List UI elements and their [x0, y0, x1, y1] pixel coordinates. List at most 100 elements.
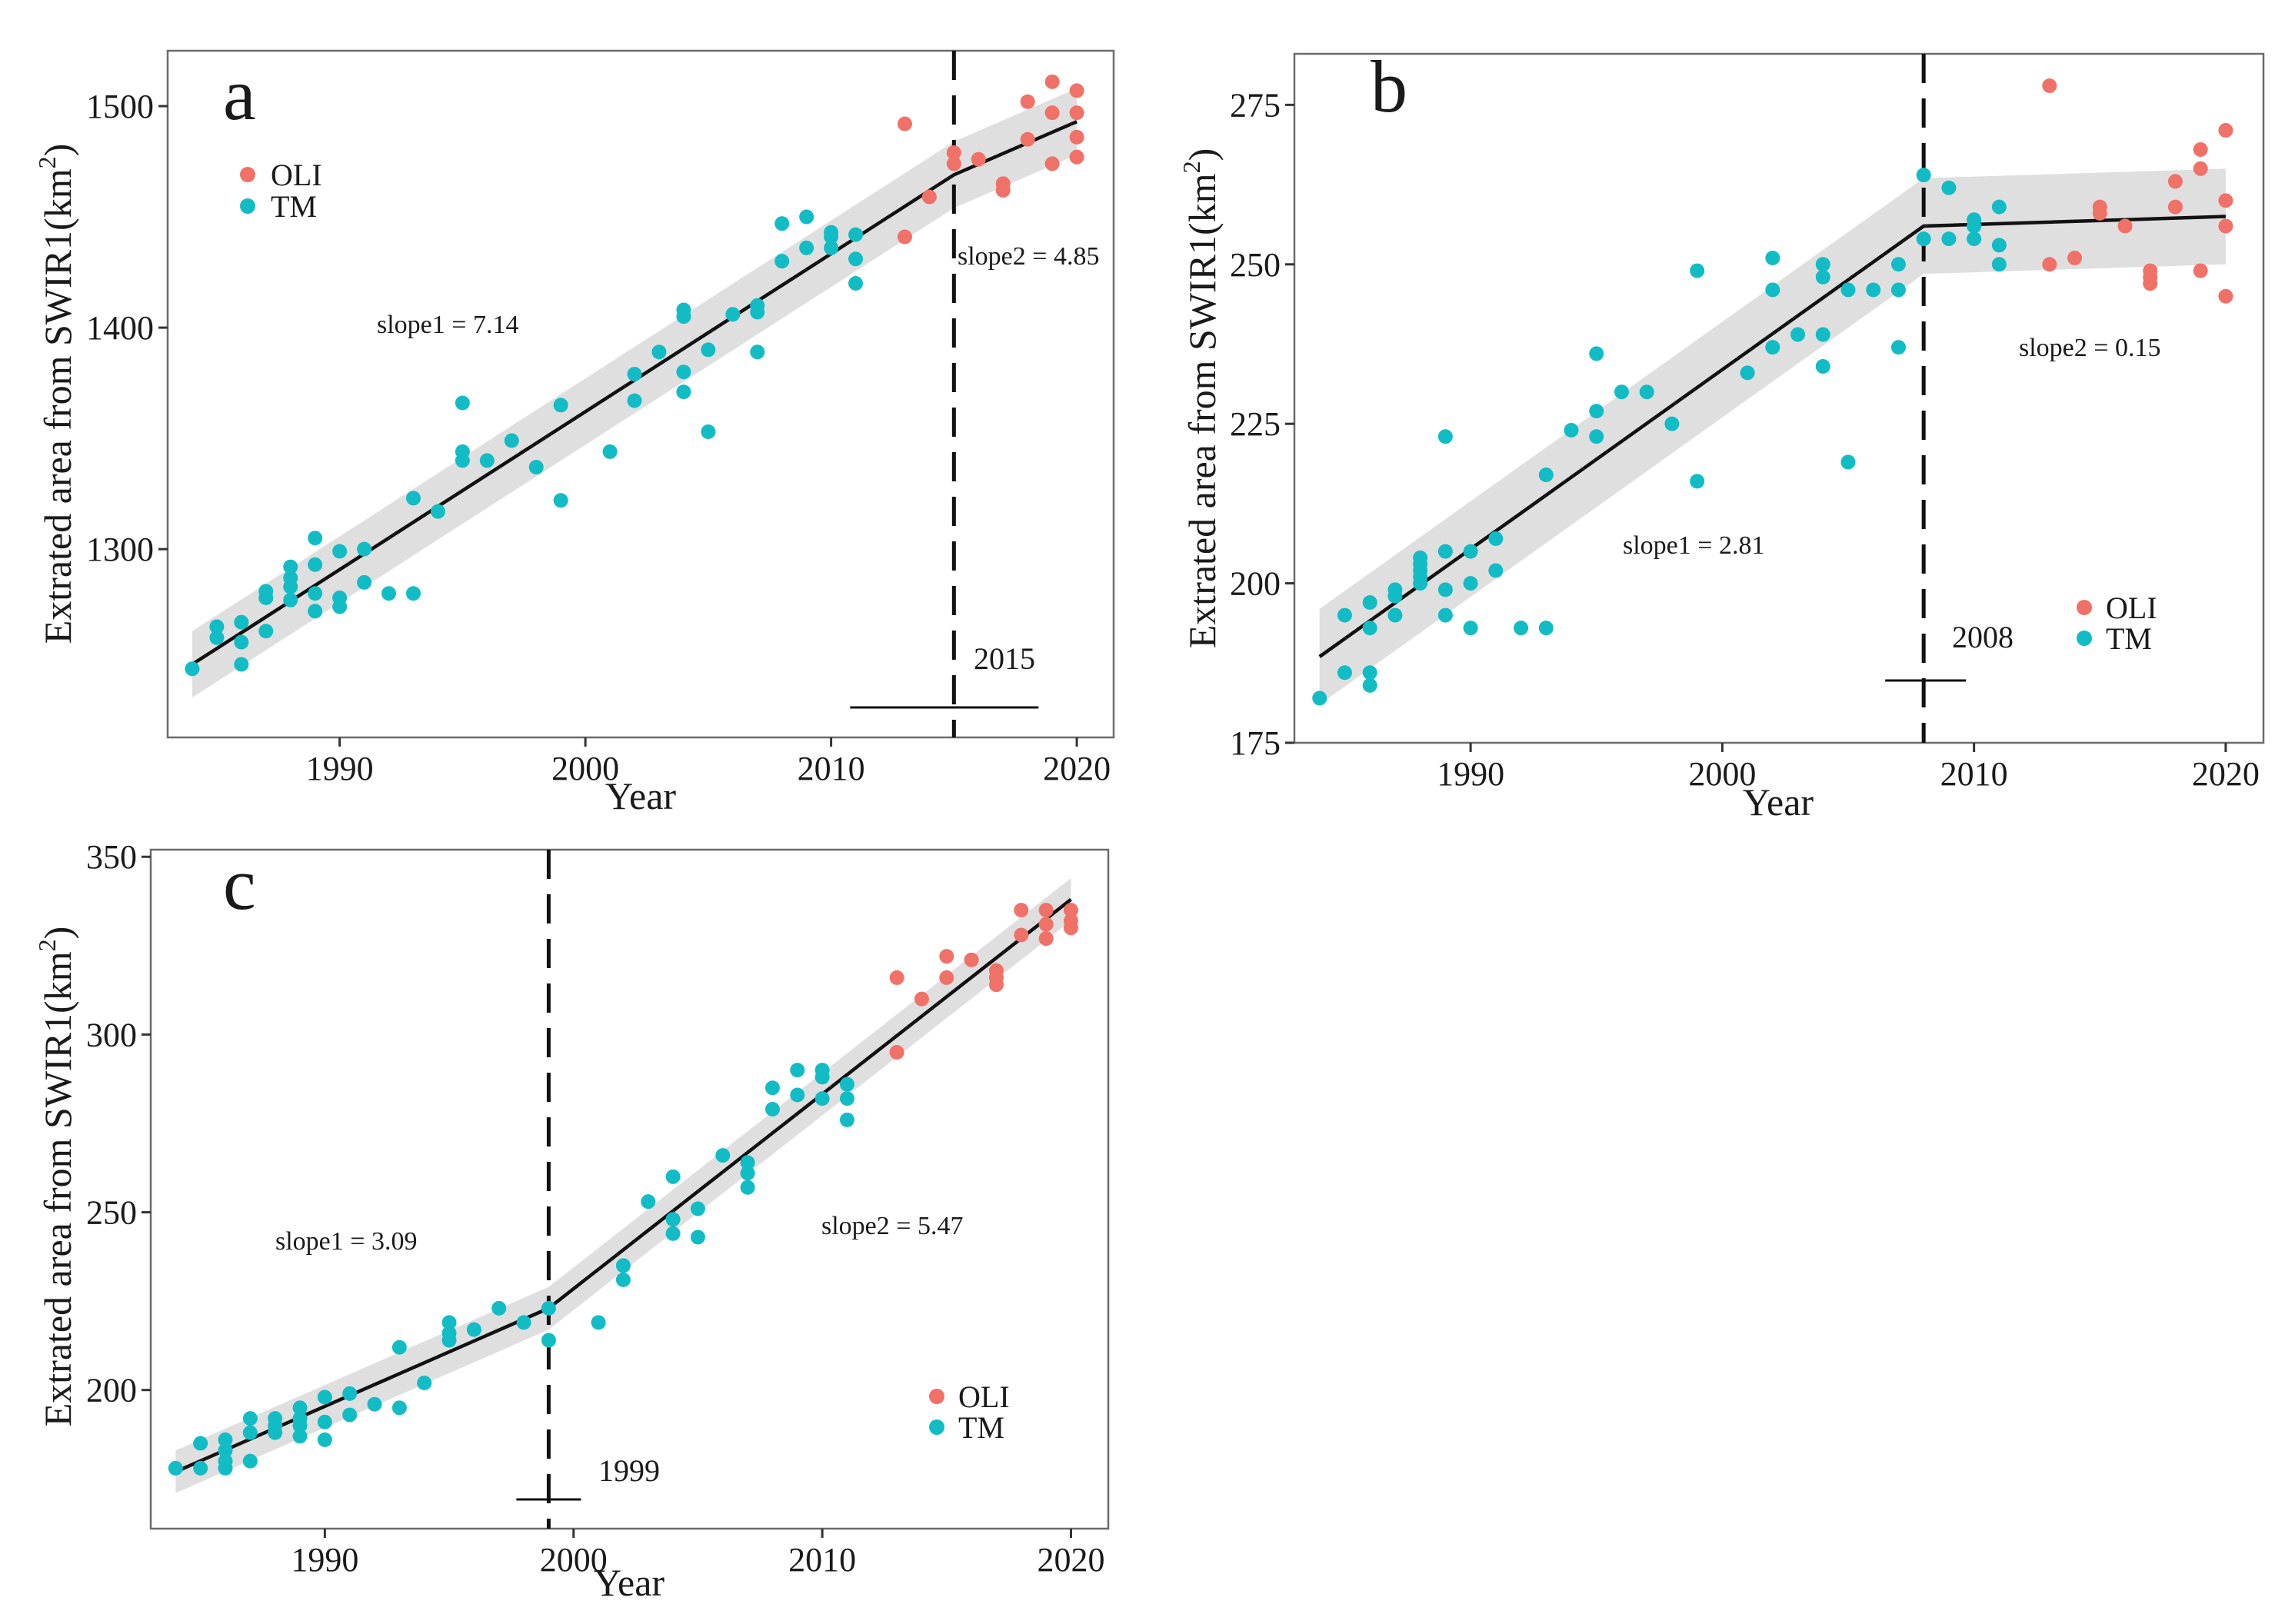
legend-tm-label: TM — [271, 189, 317, 224]
axis-ticks: 1990 2000 2010 2020 175 200 225 250 275 — [1230, 86, 2260, 793]
point-tm — [1916, 168, 1931, 183]
point-tm — [283, 571, 298, 586]
legend-tm-label: TM — [958, 1410, 1004, 1445]
point-oli — [971, 151, 986, 167]
legend-oli-marker — [2077, 600, 2092, 615]
point-tm — [1916, 231, 1931, 247]
point-tm — [1614, 384, 1629, 400]
point-oli — [1020, 131, 1035, 147]
point-tm — [234, 614, 249, 630]
point-tm — [701, 342, 716, 358]
data-points — [185, 74, 1084, 677]
slope2-label: slope2 = 4.85 — [958, 242, 1099, 271]
plot-frame — [1293, 52, 2265, 744]
point-oli — [1069, 83, 1084, 98]
point-tm — [357, 574, 372, 590]
y-axis-title: Extrated area from SWIR1(km2) — [1177, 148, 1224, 648]
point-tm — [209, 619, 225, 634]
y-axis-title: Extrated area from SWIR1(km2) — [33, 927, 79, 1426]
point-tm — [168, 1460, 183, 1476]
data-points — [168, 903, 1078, 1476]
legend: OLI TM — [929, 1379, 1010, 1445]
point-tm — [641, 1194, 656, 1210]
point-tm — [1890, 340, 1906, 355]
point-tm — [317, 1432, 332, 1447]
point-tm — [1790, 327, 1806, 342]
point-tm — [1463, 544, 1478, 559]
point-tm — [317, 1389, 332, 1405]
legend-tm-marker — [240, 198, 255, 214]
point-tm — [1437, 582, 1453, 597]
point-tm — [292, 1400, 308, 1416]
point-tm — [308, 531, 323, 546]
point-tm — [701, 424, 716, 439]
point-tm — [292, 1411, 308, 1426]
point-tm — [764, 1080, 780, 1096]
y-tick-label: 175 — [1230, 724, 1281, 762]
panel-a: 1990 2000 2010 2020 1300 1400 1500 a OLI TM sl… — [33, 49, 1115, 817]
point-tm — [342, 1407, 358, 1423]
point-tm — [740, 1180, 755, 1195]
x-tick-label: 2000 — [551, 750, 619, 787]
breakpoint-year-label: 2008 — [1952, 620, 2014, 654]
x-tick-label: 2010 — [1940, 755, 2008, 793]
point-oli — [2218, 123, 2233, 138]
point-tm — [417, 1375, 432, 1390]
point-tm — [1437, 429, 1453, 444]
point-tm — [242, 1425, 258, 1440]
x-tick-label: 2000 — [540, 1541, 608, 1579]
y-axis-title-main: Extrated area from SWIR1(km — [1181, 173, 1224, 648]
point-tm — [332, 591, 348, 606]
point-tm — [1639, 384, 1654, 400]
breakpoint-year-label: 1999 — [598, 1453, 660, 1488]
point-oli — [889, 1045, 904, 1060]
x-tick-label: 1990 — [1437, 755, 1504, 793]
point-tm — [1337, 607, 1352, 623]
point-oli — [1014, 903, 1029, 918]
point-oli — [2218, 218, 2233, 234]
point-tm — [627, 367, 642, 382]
point-tm — [824, 225, 839, 240]
point-tm — [1815, 327, 1830, 342]
x-axis-title: Year — [594, 1561, 665, 1604]
point-tm — [750, 298, 765, 313]
point-tm — [516, 1315, 531, 1330]
panel-b: 1990 2000 2010 2020 175 200 225 250 275 b OLI TM… — [1177, 45, 2265, 824]
panel-c: 1990 2000 2010 2020 200 250 300 350 c OLI TM sl… — [33, 838, 1110, 1604]
point-oli — [2193, 141, 2208, 157]
y-tick-label: 350 — [86, 838, 137, 876]
point-tm — [332, 544, 348, 559]
point-tm — [308, 557, 323, 572]
point-tm — [774, 216, 790, 231]
point-tm — [391, 1400, 407, 1416]
point-oli — [1069, 105, 1084, 121]
point-tm — [405, 491, 421, 506]
x-tick-label: 1990 — [306, 750, 374, 787]
legend-oli-label: OLI — [2106, 591, 2157, 625]
legend-oli-marker — [929, 1389, 944, 1404]
point-tm — [615, 1272, 631, 1287]
point-tm — [627, 393, 642, 408]
point-tm — [740, 1166, 755, 1181]
point-oli — [2167, 174, 2183, 189]
point-oli — [964, 952, 979, 967]
point-tm — [715, 1148, 731, 1163]
y-axis-title-superscript: 2 — [33, 939, 61, 951]
y-axis-title-close: ) — [36, 144, 79, 157]
point-oli — [2092, 199, 2107, 215]
point-tm — [1890, 257, 1906, 272]
point-tm — [676, 364, 691, 380]
x-tick-label: 2010 — [788, 1541, 856, 1579]
fit-line — [191, 120, 1078, 666]
point-tm — [308, 604, 323, 619]
point-tm — [799, 209, 814, 225]
point-tm — [268, 1411, 283, 1426]
point-tm — [1387, 582, 1403, 597]
point-oli — [1038, 903, 1054, 918]
point-tm — [1664, 416, 1680, 431]
point-tm — [676, 302, 691, 318]
point-tm — [479, 453, 495, 468]
y-axis-title-main: Extrated area from SWIR1(km — [36, 168, 79, 644]
point-tm — [308, 586, 323, 601]
